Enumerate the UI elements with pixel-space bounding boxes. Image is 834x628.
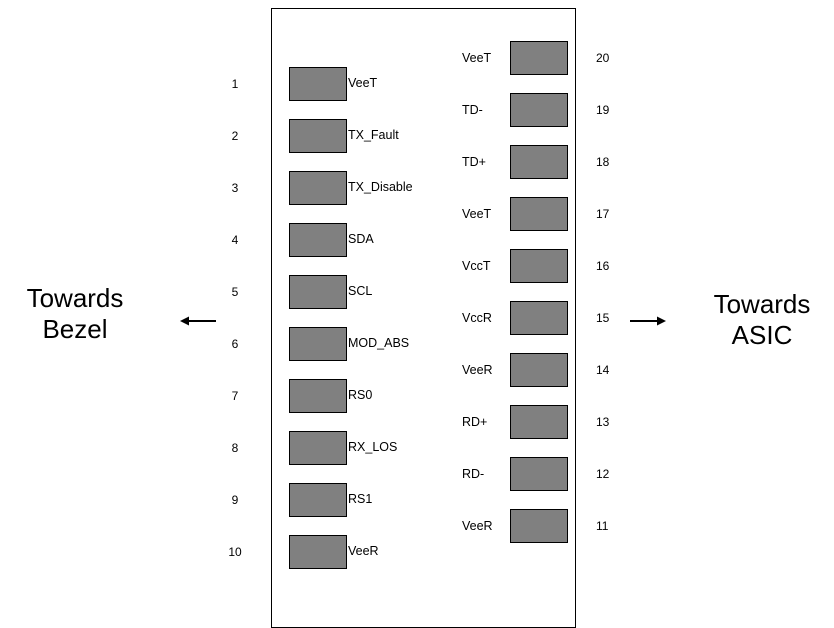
pin-number: 12 (596, 467, 609, 481)
pin-pad-right (510, 405, 568, 439)
pin-pad-right (510, 509, 568, 543)
pin-pad-right (510, 145, 568, 179)
pin-pad-right (510, 93, 568, 127)
pin-number: 6 (220, 337, 250, 351)
towards-bezel-line2: Bezel (0, 314, 150, 345)
pin-number: 13 (596, 415, 609, 429)
pin-number: 11 (596, 519, 608, 533)
pin-label: TX_Fault (348, 128, 399, 142)
pin-number: 8 (220, 441, 250, 455)
pin-label: MOD_ABS (348, 336, 409, 350)
pin-label: SDA (348, 232, 374, 246)
pin-pad-left (289, 223, 347, 257)
pin-number: 9 (220, 493, 250, 507)
pin-label: VccT (462, 259, 490, 273)
pin-number: 17 (596, 207, 609, 221)
pin-pad-right (510, 353, 568, 387)
pin-label: RD- (462, 467, 484, 481)
pin-number: 19 (596, 103, 609, 117)
left-arrow-icon (180, 315, 220, 327)
pin-label: RS0 (348, 388, 372, 402)
pin-pad-left (289, 171, 347, 205)
pin-label: VccR (462, 311, 492, 325)
pin-pad-left (289, 327, 347, 361)
pin-label: VeeR (348, 544, 379, 558)
pin-number: 14 (596, 363, 609, 377)
pin-label: RD+ (462, 415, 487, 429)
pin-label: VeeT (462, 207, 491, 221)
towards-asic-line1: Towards (690, 289, 834, 320)
pin-pad-left (289, 535, 347, 569)
pin-number: 1 (220, 77, 250, 91)
pin-pad-left (289, 67, 347, 101)
pin-number: 4 (220, 233, 250, 247)
pin-label: VeeT (348, 76, 377, 90)
pin-number: 20 (596, 51, 609, 65)
towards-asic-line2: ASIC (690, 320, 834, 351)
pin-number: 2 (220, 129, 250, 143)
pin-number: 5 (220, 285, 250, 299)
pin-label: SCL (348, 284, 372, 298)
pin-number: 18 (596, 155, 609, 169)
pin-label: VeeR (462, 519, 493, 533)
pin-pad-left (289, 119, 347, 153)
pin-pad-right (510, 249, 568, 283)
right-arrow-icon (630, 315, 670, 327)
pin-pad-right (510, 301, 568, 335)
pin-label: RX_LOS (348, 440, 397, 454)
pin-label: RS1 (348, 492, 372, 506)
pin-number: 10 (220, 545, 250, 559)
pin-label: VeeR (462, 363, 493, 377)
towards-asic-label: Towards ASIC (690, 289, 834, 351)
pin-pad-right (510, 457, 568, 491)
pin-pad-left (289, 275, 347, 309)
pin-label: VeeT (462, 51, 491, 65)
pin-number: 16 (596, 259, 609, 273)
pin-pad-left (289, 483, 347, 517)
towards-bezel-line1: Towards (0, 283, 150, 314)
pin-pad-left (289, 379, 347, 413)
pin-label: TX_Disable (348, 180, 413, 194)
pin-label: TD- (462, 103, 483, 117)
pin-number: 15 (596, 311, 609, 325)
pin-label: TD+ (462, 155, 486, 169)
pin-number: 3 (220, 181, 250, 195)
pin-pad-right (510, 41, 568, 75)
pin-number: 7 (220, 389, 250, 403)
towards-bezel-label: Towards Bezel (0, 283, 150, 345)
pin-pad-right (510, 197, 568, 231)
pin-pad-left (289, 431, 347, 465)
